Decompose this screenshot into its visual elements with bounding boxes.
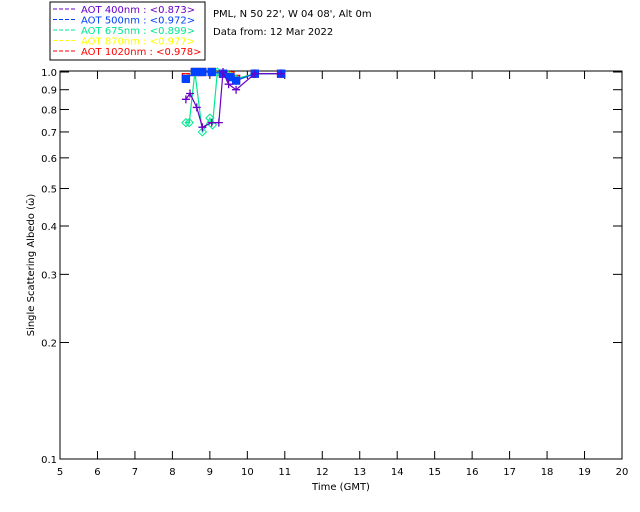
y-tick-label: 0.6 — [41, 154, 57, 165]
x-tick-label: 20 — [616, 467, 629, 478]
data-point — [181, 95, 190, 104]
legend-entry: AOT 500nm : <0.972> — [81, 16, 195, 27]
data-point — [214, 118, 223, 127]
legend-entry: AOT 675nm : <0.899> — [81, 26, 195, 37]
x-axis-label: Time (GMT) — [311, 482, 370, 493]
data-point — [181, 117, 191, 128]
y-tick-label: 0.1 — [41, 455, 57, 466]
x-tick-label: 12 — [316, 467, 329, 478]
data-point — [184, 117, 194, 128]
legend-entry: AOT 1020nm : <0.978> — [81, 47, 201, 58]
y-tick-label: 0.8 — [41, 106, 57, 117]
y-tick-label: 1.0 — [41, 68, 57, 79]
y-tick-label: 0.5 — [41, 184, 57, 195]
data-point — [198, 67, 207, 77]
data-point — [250, 69, 259, 78]
x-tick-label: 13 — [353, 467, 366, 478]
x-tick-label: 15 — [428, 467, 441, 478]
data-point — [218, 68, 227, 76]
y-axis-label: Single Scattering Albedo (ω̄) — [26, 194, 37, 337]
data-point — [197, 127, 208, 137]
data-point — [232, 85, 241, 94]
x-tick-label: 14 — [391, 467, 404, 478]
y-tick-label: 0.3 — [41, 270, 57, 281]
data-point — [207, 118, 216, 127]
y-tick-label: 0.9 — [41, 86, 57, 97]
data-point — [192, 103, 201, 112]
site-label: PML, N 50 22', W 04 08', Alt 0m — [213, 9, 372, 20]
x-tick-label: 16 — [466, 467, 479, 478]
legend-entry: AOT 870nm : <0.977> — [81, 37, 195, 48]
data-point — [207, 67, 216, 77]
y-tick-label: 0.2 — [41, 339, 57, 350]
data-point — [181, 74, 191, 84]
data-point — [231, 76, 241, 85]
series-line — [185, 71, 282, 134]
x-tick-label: 8 — [169, 467, 175, 478]
data-point — [277, 69, 286, 78]
date-label: Data from: 12 Mar 2022 — [213, 27, 333, 38]
x-tick-label: 19 — [578, 467, 591, 478]
x-tick-label: 6 — [94, 467, 100, 478]
data-point — [190, 67, 200, 77]
x-tick-label: 5 — [57, 467, 63, 478]
legend-entry: AOT 400nm : <0.873> — [81, 5, 195, 16]
x-tick-label: 17 — [503, 467, 516, 478]
x-tick-label: 11 — [278, 467, 291, 478]
y-tick-label: 0.7 — [41, 128, 57, 139]
data-point — [186, 89, 195, 98]
plot-frame — [59, 70, 623, 460]
data-point — [224, 80, 233, 89]
x-tick-label: 18 — [541, 467, 554, 478]
x-tick-label: 7 — [132, 467, 138, 478]
x-tick-label: 10 — [241, 467, 254, 478]
data-point — [198, 123, 207, 132]
x-tick-label: 9 — [207, 467, 213, 478]
legend-box — [49, 1, 206, 61]
y-tick-label: 0.4 — [41, 222, 57, 233]
